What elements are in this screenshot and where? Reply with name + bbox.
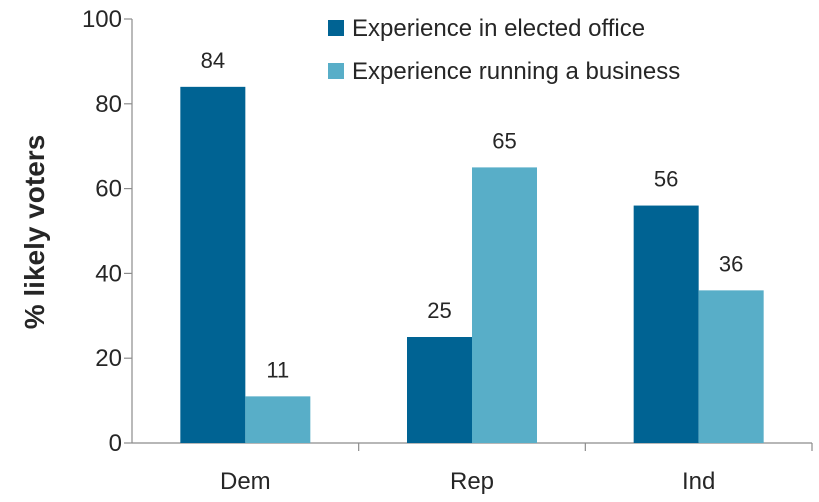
legend-label-2: Experience running a business	[352, 58, 680, 85]
bar-rep-series-1	[407, 337, 472, 443]
data-label-ind-series-2: 36	[719, 251, 743, 276]
y-tick-label: 100	[82, 6, 122, 33]
bar-ind-series-1	[633, 205, 699, 443]
data-label-rep-series-2: 65	[492, 128, 516, 153]
legend: Experience in elected office Experience r…	[328, 15, 680, 85]
x-tick-label-dem: Dem	[220, 468, 271, 495]
legend-swatch-1	[328, 20, 344, 36]
y-axis-label: % likely voters	[19, 135, 50, 330]
data-label-ind-series-1: 56	[654, 167, 678, 192]
data-label-dem-series-2: 11	[266, 357, 289, 382]
legend-swatch-2	[328, 63, 344, 79]
y-tick-label: 60	[95, 176, 122, 203]
y-tick-label: 20	[95, 345, 122, 372]
bar-dem-series-2	[245, 396, 311, 443]
x-tick-label-rep: Rep	[450, 468, 494, 495]
x-tick-label-ind: Ind	[682, 468, 715, 495]
bar-ind-series-2	[698, 290, 764, 443]
bar-rep-series-2	[472, 167, 537, 443]
plot-area: 0 20 40 60 80 100 Dem 84 11 Rep 25 65 Ind 56 36	[82, 6, 813, 495]
data-label-rep-series-1: 25	[427, 298, 451, 323]
legend-label-1: Experience in elected office	[352, 15, 645, 42]
data-label-dem-series-1: 84	[201, 48, 225, 73]
y-tick-label: 40	[95, 260, 122, 287]
y-tick-label: 80	[95, 91, 122, 118]
bar-dem-series-1	[180, 86, 246, 443]
y-tick-label: 0	[109, 430, 122, 457]
